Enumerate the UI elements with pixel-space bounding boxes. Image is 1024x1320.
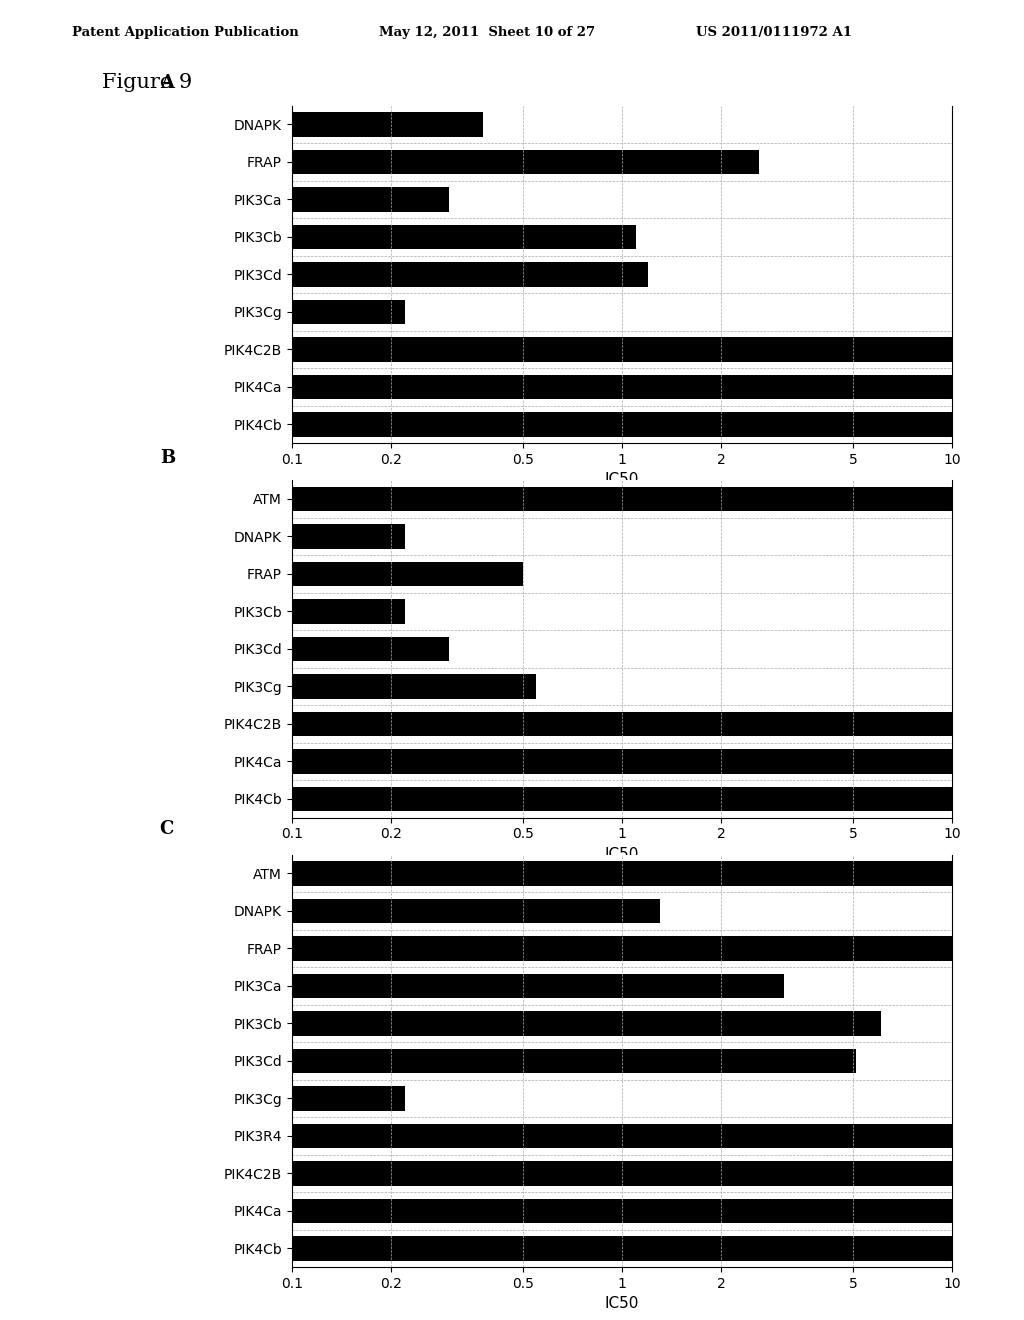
Bar xyxy=(292,974,784,998)
Bar xyxy=(292,899,659,923)
Bar xyxy=(292,149,759,174)
X-axis label: IC50: IC50 xyxy=(605,1296,639,1312)
Bar xyxy=(292,1011,882,1036)
X-axis label: IC50: IC50 xyxy=(605,473,639,487)
Text: Patent Application Publication: Patent Application Publication xyxy=(72,26,298,40)
Bar xyxy=(292,263,648,286)
Bar xyxy=(292,112,483,136)
Bar xyxy=(292,337,953,362)
Text: US 2011/0111972 A1: US 2011/0111972 A1 xyxy=(696,26,852,40)
Bar xyxy=(292,412,953,437)
Text: A: A xyxy=(160,74,174,92)
Bar xyxy=(292,224,636,249)
Bar xyxy=(292,861,953,886)
Bar xyxy=(292,1123,953,1148)
Bar xyxy=(292,936,953,961)
Bar xyxy=(292,1048,856,1073)
Bar xyxy=(292,1237,953,1261)
Bar xyxy=(292,675,537,698)
Text: C: C xyxy=(160,820,174,838)
Bar xyxy=(292,524,404,549)
Bar xyxy=(292,636,450,661)
Bar xyxy=(292,1199,953,1224)
Text: Figure 9: Figure 9 xyxy=(102,73,193,91)
Bar xyxy=(292,1162,953,1185)
Bar xyxy=(292,787,953,810)
Bar xyxy=(292,599,404,623)
Bar xyxy=(292,750,953,774)
Bar xyxy=(292,187,450,211)
Text: May 12, 2011  Sheet 10 of 27: May 12, 2011 Sheet 10 of 27 xyxy=(379,26,595,40)
Bar xyxy=(292,711,953,737)
Text: B: B xyxy=(160,449,175,466)
Bar xyxy=(292,562,522,586)
Bar xyxy=(292,375,953,399)
Bar xyxy=(292,1086,404,1110)
X-axis label: IC50: IC50 xyxy=(605,847,639,862)
Bar xyxy=(292,487,953,511)
Bar xyxy=(292,300,404,325)
